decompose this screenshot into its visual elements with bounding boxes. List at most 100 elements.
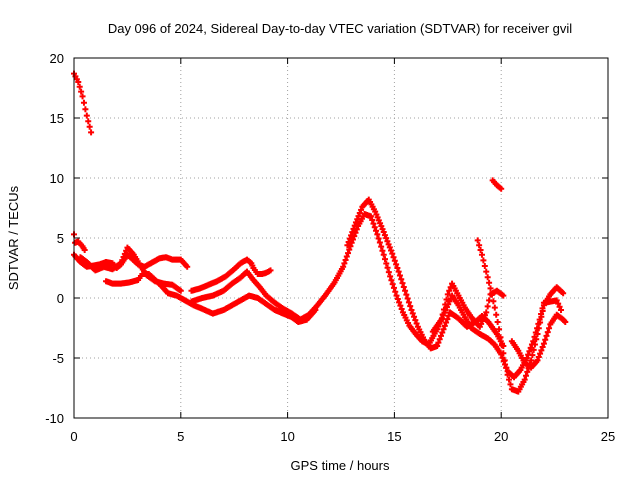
data-point xyxy=(398,276,405,283)
data-point xyxy=(409,310,416,317)
x-tick-label: 20 xyxy=(494,429,508,444)
data-point xyxy=(413,320,420,327)
data-point xyxy=(500,292,507,299)
data-point xyxy=(375,235,382,242)
data-point xyxy=(393,292,400,299)
data-point xyxy=(484,303,491,310)
data-point xyxy=(498,342,505,349)
data-point xyxy=(387,273,394,280)
data-point xyxy=(493,311,500,318)
data-point xyxy=(408,307,415,313)
data-point xyxy=(385,269,392,276)
data-point xyxy=(379,247,386,254)
data-point xyxy=(540,340,547,347)
data-point xyxy=(121,250,128,257)
y-tick-label: 20 xyxy=(50,51,64,66)
data-point xyxy=(497,334,504,341)
data-point xyxy=(391,257,398,264)
data-point xyxy=(555,300,562,307)
data-point xyxy=(526,348,533,355)
data-point xyxy=(386,244,393,251)
data-point xyxy=(79,93,86,100)
data-point xyxy=(388,277,395,284)
data-point xyxy=(378,243,385,250)
data-point xyxy=(553,297,560,304)
data-point xyxy=(344,242,351,249)
data-point xyxy=(402,287,409,294)
data-point xyxy=(440,306,447,313)
data-point xyxy=(411,313,418,320)
data-point xyxy=(373,227,380,234)
data-point xyxy=(522,372,529,379)
data-point xyxy=(376,239,383,246)
y-tick-label: -5 xyxy=(52,351,64,366)
data-point xyxy=(349,229,356,236)
data-point xyxy=(374,231,381,238)
data-point xyxy=(439,311,446,318)
series-arc-1 xyxy=(71,70,95,136)
data-point xyxy=(524,368,531,375)
data-point xyxy=(369,217,376,223)
data-point xyxy=(347,243,354,250)
data-point xyxy=(80,99,87,106)
data-point xyxy=(267,267,274,274)
data-point xyxy=(342,256,349,263)
data-point xyxy=(484,274,491,281)
data-point xyxy=(483,309,490,316)
series-arc-8 xyxy=(344,196,507,352)
x-tick-label: 0 xyxy=(70,429,77,444)
data-point xyxy=(352,219,359,226)
data-point xyxy=(78,88,85,95)
series-arc-10 xyxy=(474,237,567,395)
data-point xyxy=(350,225,357,232)
data-point xyxy=(440,326,447,333)
data-point xyxy=(437,332,444,339)
data-point xyxy=(184,263,191,270)
data-point xyxy=(400,283,407,290)
data-point xyxy=(396,272,403,279)
series-arc-9 xyxy=(429,280,507,335)
data-point xyxy=(483,268,490,275)
data-point xyxy=(442,301,449,308)
series-arc-6 xyxy=(188,256,274,294)
data-point xyxy=(531,341,538,348)
data-point xyxy=(537,319,544,326)
y-tick-label: -10 xyxy=(45,411,64,426)
data-point xyxy=(345,250,352,257)
series-arc-7 xyxy=(188,211,565,381)
data-point xyxy=(390,254,397,261)
series-arc-11 xyxy=(489,177,505,192)
data-point xyxy=(444,316,451,323)
data-point xyxy=(177,287,184,294)
data-point xyxy=(496,326,503,333)
data-point xyxy=(503,364,510,371)
data-point xyxy=(436,336,443,343)
data-point xyxy=(504,371,511,378)
data-point xyxy=(544,329,551,336)
data-point xyxy=(501,357,508,364)
data-point xyxy=(367,213,374,220)
data-point xyxy=(86,123,93,130)
data-point xyxy=(382,256,389,263)
data-point xyxy=(476,242,483,249)
data-point xyxy=(539,307,546,314)
data-point xyxy=(543,332,550,339)
y-tick-label: 0 xyxy=(57,291,64,306)
data-point xyxy=(340,263,347,270)
data-point xyxy=(481,263,488,269)
data-point xyxy=(345,238,352,245)
x-tick-label: 5 xyxy=(177,429,184,444)
data-point xyxy=(404,295,411,302)
x-tick-label: 25 xyxy=(601,429,615,444)
data-point xyxy=(438,316,445,323)
data-point xyxy=(351,222,358,229)
data-point xyxy=(81,247,88,253)
data-point xyxy=(389,281,396,288)
data-point xyxy=(435,339,442,346)
data-point xyxy=(394,265,401,271)
data-point xyxy=(441,322,448,329)
data-point xyxy=(76,83,83,90)
data-point xyxy=(346,235,353,242)
x-axis-label: GPS time / hours xyxy=(291,458,390,473)
